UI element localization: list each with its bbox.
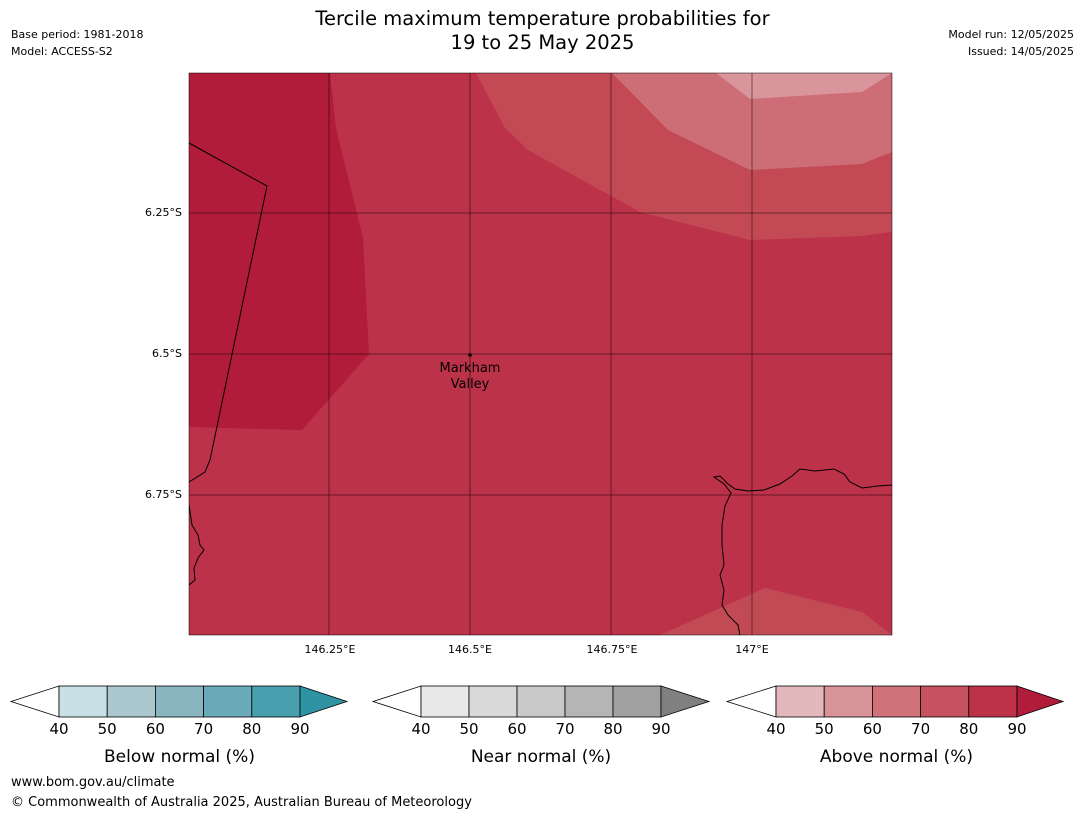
border-line [189,142,268,483]
place-name-line-2: Valley [451,377,490,392]
coastlines-and-borders [189,142,892,635]
colorbar-tick-label: 80 [959,720,978,738]
place-name-line-1: Markham [440,361,501,376]
colorbar-segment [612,685,662,718]
colorbar-segment [106,685,156,718]
colorbar-tick-label: 50 [815,720,834,738]
below-normal-colorbar: 40 50 60 70 80 90 Below normal (%) [9,685,349,767]
lon-label-146-25e: 146.25°E [304,643,356,656]
colorbar-segment [775,685,825,718]
colorbar-segment [516,685,566,718]
colorbar-title: Near normal (%) [471,747,611,767]
colorbar-tick-label: 90 [1007,720,1026,738]
colorbar-tick-label: 60 [146,720,165,738]
colorbar-tick-label: 40 [411,720,430,738]
coastline-huon [712,468,892,635]
above-normal-colorbar: 40 50 60 70 80 90 Above normal (%) [725,685,1065,767]
model-run: Model run: 12/05/2025 [948,28,1074,41]
title-line-2: 19 to 25 May 2025 [450,31,635,54]
colorbar-segment [968,685,1018,718]
colorbar-tick-label: 40 [49,720,68,738]
colorbar-tick-label: 70 [555,720,574,738]
colorbar-segment [872,685,922,718]
lon-label-146-75e: 146.75°E [586,643,638,656]
colorbar-tick-label: 50 [459,720,478,738]
place-marker [468,353,472,357]
lon-label-146-5e: 146.5°E [448,643,492,656]
colorbar-segment [203,685,253,718]
colorbar-title: Above normal (%) [820,747,973,767]
lat-label-6-25s: 6.25°S [145,206,182,219]
near-normal-colorbar: 40 50 60 70 80 90 Near normal (%) [371,685,711,767]
colorbar-tick-label: 50 [98,720,117,738]
colorbar-tick-label: 80 [242,720,261,738]
colorbar-tick-label: 70 [911,720,930,738]
colorbar-tick-label: 70 [194,720,213,738]
colorbars: 40 50 60 70 80 90 Below normal (%) 40 50 60 70 80 90… [9,685,1065,767]
meta-left: Base period: 1981-2018 Model: ACCESS-S2 [11,26,143,60]
colorbar-segment [823,685,873,718]
issued-date: Issued: 14/05/2025 [967,45,1074,58]
colorbar-tick-label: 90 [651,720,670,738]
lat-label-6-75s: 6.75°S [145,488,182,501]
lat-label-6-5s: 6.5°S [152,347,182,360]
colorbar-extend-low [371,685,422,718]
colorbar-segment [420,685,470,718]
colorbar-segment [564,685,614,718]
probability-region-50-60 [716,73,892,99]
colorbar-tick-label: 80 [603,720,622,738]
base-period: Base period: 1981-2018 [11,28,144,41]
lon-label-147e: 147°E [735,643,769,656]
footer-copyright: © Commonwealth of Australia 2025, Austra… [11,795,472,810]
model-name: Model: ACCESS-S2 [11,45,113,58]
colorbar-tick-label: 90 [290,720,309,738]
title-line-1: Tercile maximum temperature probabilitie… [315,7,770,30]
colorbar-segment [251,685,301,718]
colorbar-extend-low [725,685,777,718]
footer-url: www.bom.gov.au/climate [11,775,175,790]
map-frame [188,72,893,636]
colorbar-tick-label: 40 [766,720,785,738]
colorbar-extend-high [299,685,349,718]
colorbar-segment [468,685,518,718]
colorbar-title: Below normal (%) [104,747,255,767]
colorbar-tick-label: 60 [507,720,526,738]
probability-region-south-70-80 [660,588,892,635]
map-title: Tercile maximum temperature probabilitie… [0,7,1085,55]
colorbar-extend-low [9,685,60,718]
coastline-west [189,504,205,586]
colorbar-segment [58,685,108,718]
colorbar-extend-high [1016,685,1065,718]
colorbar-segment [920,685,970,718]
colorbar-extend-high [660,685,711,718]
probability-region-90-plus [189,73,369,430]
meta-right: Model run: 12/05/2025 Issued: 14/05/2025 [948,26,1074,60]
colorbar-tick-label: 60 [863,720,882,738]
colorbar-segment [154,685,204,718]
